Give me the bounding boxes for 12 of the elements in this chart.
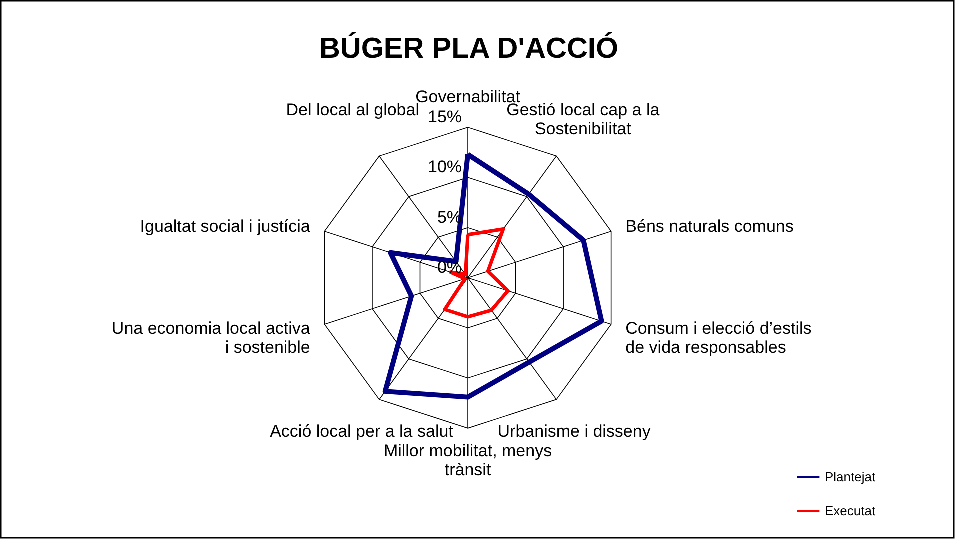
spoke-label: Béns naturals comuns [626,216,794,236]
spoke-label: Igualtat social i justícia [140,216,311,236]
y-tick-label: 15% [428,108,462,127]
legend-label: Plantejat [825,470,876,484]
chart-title: BÚGER PLA D'ACCIÓ [319,32,619,65]
y-tick-label: 10% [428,158,462,177]
spoke-label: Consum i elecció d’estils de vida responsables [626,319,812,358]
spoke-label: Una economia local activa i sostenible [112,319,311,358]
spoke-label: Urbanisme i disseny [498,422,652,442]
spoke-label: Millor mobilitat, menys trànsit [384,441,552,480]
spoke-label: Acció local per a la salut [270,422,454,442]
legend-label: Executat [825,504,876,518]
